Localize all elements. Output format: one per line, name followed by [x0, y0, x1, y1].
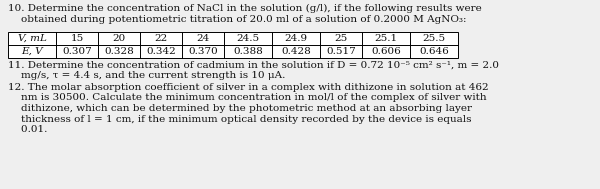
Text: 0.342: 0.342: [146, 47, 176, 56]
Text: 15: 15: [70, 34, 83, 43]
Text: V, mL: V, mL: [17, 34, 46, 43]
Text: nm is 30500. Calculate the minimum concentration in mol/l of the complex of silv: nm is 30500. Calculate the minimum conce…: [8, 94, 487, 102]
Text: 25.1: 25.1: [374, 34, 398, 43]
Text: mg/s, τ = 4.4 s, and the current strength is 10 μA.: mg/s, τ = 4.4 s, and the current strengt…: [8, 71, 286, 81]
Text: E, V: E, V: [21, 47, 43, 56]
Text: 0.307: 0.307: [62, 47, 92, 56]
Text: 20: 20: [112, 34, 125, 43]
Text: 0.646: 0.646: [419, 47, 449, 56]
Text: 10. Determine the concentration of NaCl in the solution (g/l), if the following : 10. Determine the concentration of NaCl …: [8, 4, 482, 13]
Text: 25.5: 25.5: [422, 34, 446, 43]
Text: 12. The molar absorption coefficient of silver in a complex with dithizone in so: 12. The molar absorption coefficient of …: [8, 83, 488, 92]
Text: 22: 22: [154, 34, 167, 43]
Text: 0.01.: 0.01.: [8, 125, 47, 134]
Bar: [8, 32, 458, 58]
Text: 0.606: 0.606: [371, 47, 401, 56]
Text: 24.9: 24.9: [284, 34, 308, 43]
Text: 0.370: 0.370: [188, 47, 218, 56]
Text: 24.5: 24.5: [236, 34, 260, 43]
Text: obtained during potentiometric titration of 20.0 ml of a solution of 0.2000 M Ag: obtained during potentiometric titration…: [8, 15, 467, 23]
Text: 24: 24: [196, 34, 209, 43]
Text: dithizone, which can be determined by the photometric method at an absorbing lay: dithizone, which can be determined by th…: [8, 104, 472, 113]
Text: 0.428: 0.428: [281, 47, 311, 56]
Text: 0.388: 0.388: [233, 47, 263, 56]
Text: 0.517: 0.517: [326, 47, 356, 56]
Text: 25: 25: [334, 34, 347, 43]
Text: 0.328: 0.328: [104, 47, 134, 56]
Text: thickness of l = 1 cm, if the minimum optical density recorded by the device is : thickness of l = 1 cm, if the minimum op…: [8, 115, 472, 123]
Text: 11. Determine the concentration of cadmium in the solution if D = 0.72 10⁻⁵ cm² : 11. Determine the concentration of cadmi…: [8, 61, 499, 70]
